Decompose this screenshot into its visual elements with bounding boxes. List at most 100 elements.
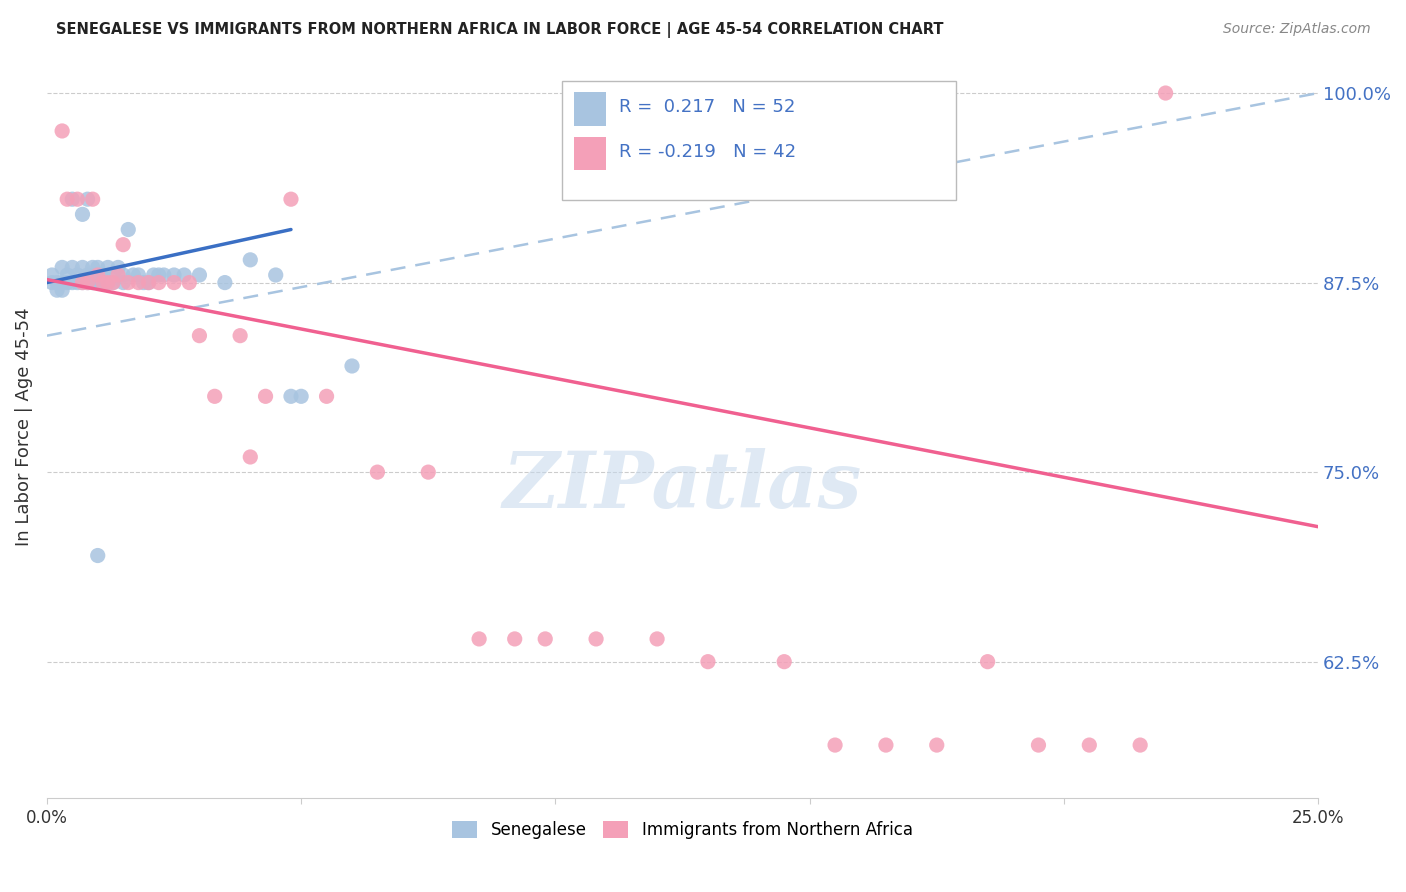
Point xyxy=(122,268,145,282)
Text: ZIPatlas: ZIPatlas xyxy=(503,448,862,524)
Point xyxy=(76,276,98,290)
Point xyxy=(56,192,79,206)
Y-axis label: In Labor Force | Age 45-54: In Labor Force | Age 45-54 xyxy=(15,308,32,546)
Text: SENEGALESE VS IMMIGRANTS FROM NORTHERN AFRICA IN LABOR FORCE | AGE 45-54 CORRELA: SENEGALESE VS IMMIGRANTS FROM NORTHERN A… xyxy=(56,22,943,38)
Point xyxy=(51,260,73,275)
Point xyxy=(188,328,211,343)
Point xyxy=(87,268,110,282)
Point xyxy=(46,283,69,297)
Text: R = -0.219   N = 42: R = -0.219 N = 42 xyxy=(619,143,796,161)
Point xyxy=(239,450,262,464)
Point xyxy=(697,655,720,669)
Point xyxy=(87,268,110,282)
Point xyxy=(179,276,201,290)
Point xyxy=(107,268,129,282)
Point xyxy=(925,738,948,752)
Point xyxy=(72,276,94,290)
Point xyxy=(468,632,491,646)
Point xyxy=(163,276,186,290)
Point xyxy=(534,632,557,646)
Bar xyxy=(575,136,606,170)
Point xyxy=(97,260,120,275)
Point xyxy=(76,268,98,282)
Point xyxy=(1129,738,1152,752)
Point xyxy=(60,192,83,206)
Point xyxy=(142,268,165,282)
Point xyxy=(60,276,83,290)
Point xyxy=(46,276,69,290)
Point xyxy=(340,359,363,373)
Point xyxy=(153,268,176,282)
Point xyxy=(138,276,160,290)
Point xyxy=(1078,738,1101,752)
Text: Source: ZipAtlas.com: Source: ZipAtlas.com xyxy=(1223,22,1371,37)
Point xyxy=(418,465,440,479)
Point xyxy=(173,268,195,282)
Point xyxy=(87,260,110,275)
Point xyxy=(41,268,63,282)
Point xyxy=(824,738,846,752)
Point xyxy=(66,276,89,290)
Point xyxy=(112,237,135,252)
Point xyxy=(132,276,155,290)
Point xyxy=(773,655,796,669)
Point xyxy=(72,260,94,275)
Point xyxy=(82,276,104,290)
Point xyxy=(112,268,135,282)
Point xyxy=(148,268,170,282)
Point xyxy=(87,549,110,563)
Point xyxy=(585,632,607,646)
Point xyxy=(72,276,94,290)
Point xyxy=(56,276,79,290)
Point xyxy=(229,328,252,343)
Point xyxy=(148,276,170,290)
Point xyxy=(82,192,104,206)
Point xyxy=(1154,86,1177,100)
Point xyxy=(366,465,388,479)
Point xyxy=(127,268,149,282)
Point xyxy=(280,389,302,403)
FancyBboxPatch shape xyxy=(562,81,956,200)
Point xyxy=(82,260,104,275)
Point xyxy=(254,389,277,403)
Point xyxy=(91,276,114,290)
Point xyxy=(645,632,668,646)
Point xyxy=(163,268,186,282)
Point xyxy=(60,260,83,275)
Point xyxy=(101,276,124,290)
Point xyxy=(76,192,98,206)
Point xyxy=(72,207,94,221)
Point xyxy=(66,192,89,206)
Point xyxy=(1028,738,1050,752)
Point xyxy=(976,655,998,669)
Point xyxy=(51,283,73,297)
Point xyxy=(101,276,124,290)
Legend: Senegalese, Immigrants from Northern Africa: Senegalese, Immigrants from Northern Afr… xyxy=(446,814,920,846)
Point xyxy=(51,124,73,138)
Point xyxy=(101,268,124,282)
Point xyxy=(97,276,120,290)
Point xyxy=(66,268,89,282)
Point xyxy=(56,268,79,282)
Bar xyxy=(575,92,606,126)
Point xyxy=(107,260,129,275)
Point xyxy=(91,268,114,282)
Point xyxy=(290,389,312,403)
Point xyxy=(503,632,526,646)
Point xyxy=(188,268,211,282)
Point xyxy=(91,276,114,290)
Point xyxy=(204,389,226,403)
Point xyxy=(138,276,160,290)
Point xyxy=(112,276,135,290)
Point xyxy=(264,268,287,282)
Point xyxy=(41,276,63,290)
Point xyxy=(76,276,98,290)
Point xyxy=(97,276,120,290)
Point xyxy=(315,389,337,403)
Text: R =  0.217   N = 52: R = 0.217 N = 52 xyxy=(619,98,796,116)
Point xyxy=(214,276,236,290)
Point xyxy=(117,276,139,290)
Point xyxy=(239,252,262,267)
Point xyxy=(127,276,149,290)
Point xyxy=(280,192,302,206)
